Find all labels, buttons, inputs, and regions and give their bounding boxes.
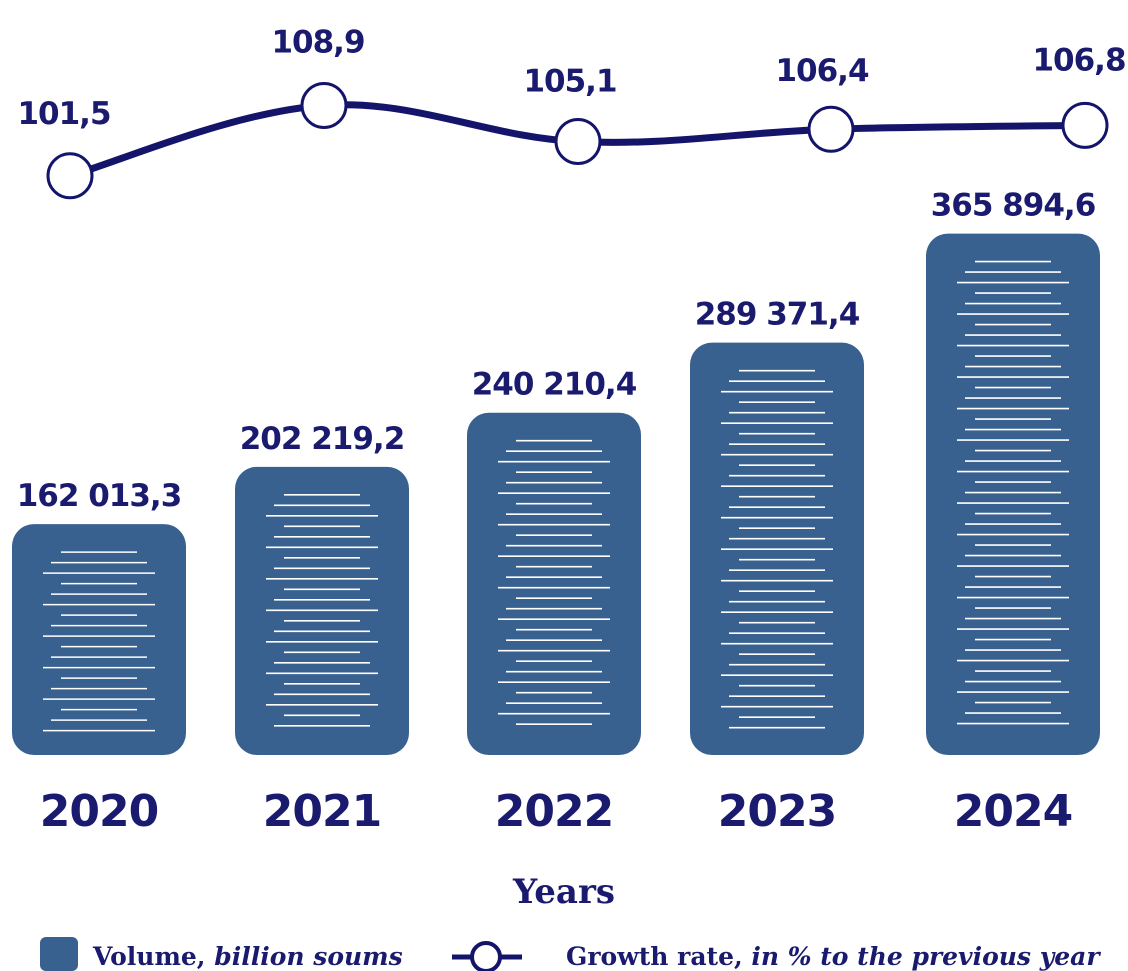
- bar-2022: [467, 412, 641, 755]
- x-axis-title: Years: [512, 872, 615, 912]
- bar-2021: [235, 466, 409, 755]
- legend-volume-swatch: [40, 937, 78, 971]
- growth-point: [46, 152, 94, 200]
- x-tick-label: 2023: [718, 786, 836, 837]
- bar-2023: [690, 342, 864, 755]
- bar-rect: [467, 412, 641, 755]
- growth-point: [300, 81, 348, 129]
- legend-rate-label: Growth rate,: [566, 942, 743, 971]
- bar-value-label: 162 013,3: [17, 478, 182, 514]
- legend-rate-marker-icon: [452, 941, 522, 971]
- x-tick-label: 2020: [40, 786, 158, 837]
- bar-2020: [12, 524, 186, 755]
- growth-line-layer: [46, 81, 1109, 200]
- legend-volume-unit: billion soums: [214, 942, 402, 971]
- x-tick-label: 2022: [495, 786, 613, 837]
- legend: Volume, billion soums Growth rate, in % …: [40, 937, 1101, 971]
- growth-point: [1061, 101, 1109, 149]
- growth-point: [807, 105, 855, 153]
- x-tick-label: 2021: [263, 786, 381, 837]
- growth-value-label: 106,8: [1032, 42, 1125, 78]
- legend-volume-label: Volume,: [92, 942, 206, 971]
- bar-value-label: 202 219,2: [240, 421, 405, 457]
- growth-value-label: 108,9: [271, 24, 364, 60]
- growth-value-label: 101,5: [17, 96, 110, 132]
- bar-value-label: 240 210,4: [472, 367, 637, 403]
- growth-value-label: 105,1: [523, 64, 616, 100]
- bar-rect: [12, 524, 186, 755]
- growth-point: [554, 118, 602, 166]
- legend-rate-text: Growth rate, in % to the previous year: [566, 942, 1101, 971]
- growth-value-label: 106,4: [775, 53, 868, 89]
- legend-volume-text: Volume, billion soums: [92, 942, 403, 971]
- bar-2024: [926, 233, 1100, 755]
- bar-rect: [926, 233, 1100, 755]
- labels-layer: 162 013,3 2020 202 219,2 2021 240 210,4 2022 2…: [17, 24, 1127, 837]
- bar-value-label: 365 894,6: [931, 188, 1096, 224]
- bars-layer: [12, 233, 1100, 755]
- x-tick-label: 2024: [954, 786, 1072, 837]
- bar-value-label: 289 371,4: [695, 297, 860, 333]
- legend-rate-unit: in % to the previous year: [751, 942, 1101, 971]
